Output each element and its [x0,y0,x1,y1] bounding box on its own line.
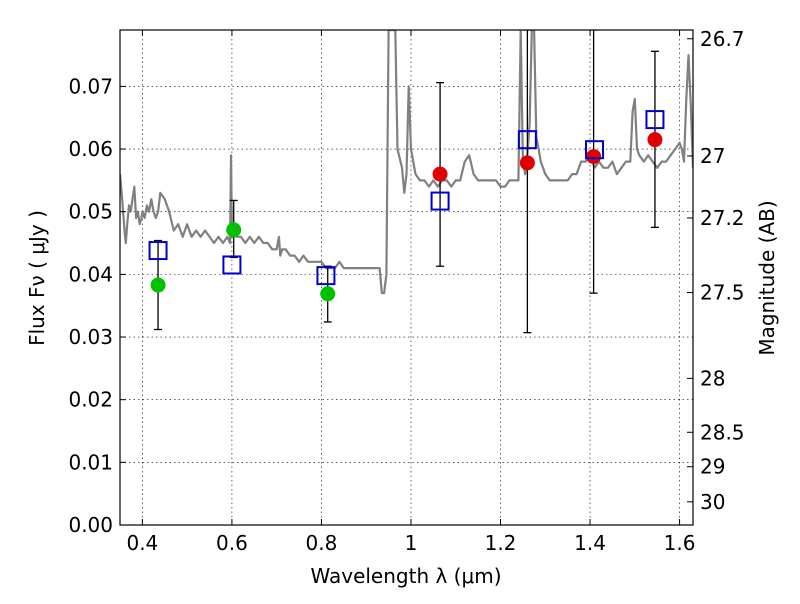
mag-tick-label: 27.2 [700,206,745,230]
y-tick-label: 0.00 [68,513,113,537]
y-tick-label: 0.04 [68,262,113,286]
y-tick-label: 0.07 [68,74,113,98]
x-tick-label: 0.6 [216,531,248,555]
model-bandpass-point [430,191,450,211]
observed-flux-point [586,149,602,165]
mag-tick-label: 27 [700,144,725,168]
right-axis-label: Magnitude (AB) [755,200,779,355]
y-tick-label: 0.05 [68,200,113,224]
y-tick-label: 0.02 [68,388,113,412]
model-bandpass-point [517,130,537,150]
observed-flux-point [519,155,535,171]
x-tick-label: 1 [405,531,418,555]
x-axis-label: Wavelength λ (μm) [310,564,501,588]
x-tick-label: 1.6 [664,531,696,555]
mag-tick-label: 30 [700,490,725,514]
model-bandpass-point [585,140,605,160]
mag-tick-label: 28 [700,366,725,390]
model-bandpass-point [222,255,242,275]
observed-flux-point [647,132,663,148]
observed-flux-point [150,277,166,293]
y-axis-label: Flux Fν ( μJy ) [25,210,49,346]
mag-tick-label: 29 [700,455,725,479]
mag-tick-label: 28.5 [700,420,745,444]
x-tick-label: 1.2 [485,531,517,555]
model-bandpass-point [148,241,168,261]
axis-ticks: 0.4 0.6 0.8 1 1.2 1.4 1.6 0.00 0.01 0.02 0.03 0.04 0… [68,27,744,555]
data-layer [120,30,693,334]
y-tick-label: 0.01 [68,450,113,474]
x-tick-label: 0.4 [126,531,158,555]
model-bandpass-point [645,110,665,130]
observed-flux-point [320,286,336,302]
y-tick-label: 0.06 [68,137,113,161]
y-tick-label: 0.03 [68,325,113,349]
mag-tick-label: 27.5 [700,281,745,305]
observed-flux-point [226,222,242,238]
observed-flux-point [432,166,448,182]
x-tick-label: 0.8 [306,531,338,555]
model-bandpass-point [316,266,336,286]
plot-frame [119,29,694,526]
x-tick-label: 1.4 [574,531,606,555]
mag-tick-label: 26.7 [700,27,745,51]
plot-background [120,30,693,525]
